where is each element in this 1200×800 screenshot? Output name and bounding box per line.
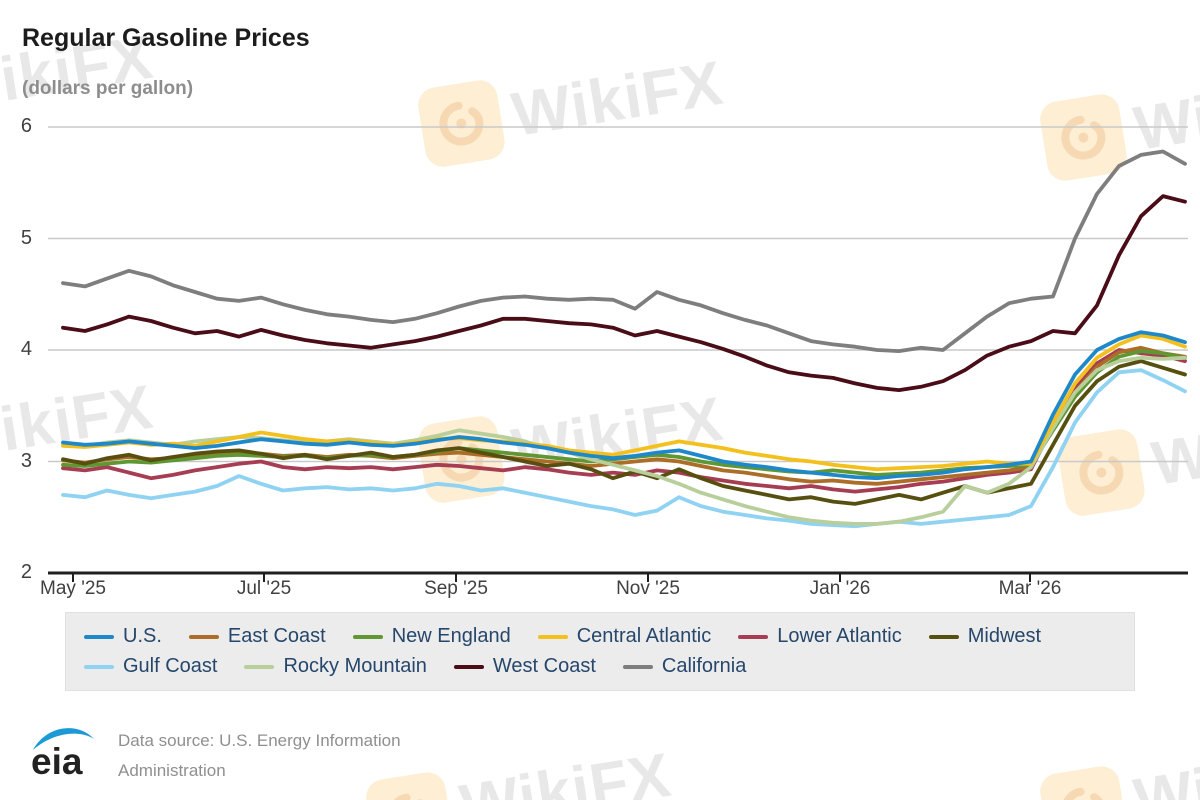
chart-title: Regular Gasoline Prices: [22, 24, 310, 52]
y-tick-label-6: 6: [20, 115, 32, 137]
y-tick-label-3: 3: [20, 449, 32, 472]
x-tick-label-jan-26: Jan '26: [809, 578, 871, 599]
legend-item-west-coast: West Coast: [453, 655, 596, 678]
chart-subtitle: (dollars per gallon): [22, 78, 194, 99]
legend-item-u-s: U.S.: [84, 625, 162, 648]
legend-label-gulf-coast: Gulf Coast: [123, 655, 218, 677]
footer: eia Data source: U.S. Energy Information…: [30, 722, 401, 786]
x-tick-label-jul-25: Jul '25: [236, 578, 292, 599]
y-tick-label-2: 2: [20, 561, 32, 583]
legend-swatch-rocky-mountain: [244, 664, 275, 669]
eia-logo-text: eia: [31, 741, 83, 780]
y-tick-label-5: 5: [20, 226, 32, 249]
series-california: [61, 149, 1187, 354]
data-source-line2: Administration: [118, 761, 226, 780]
legend-swatch-midwest: [928, 634, 959, 639]
x-tick-label-mar-26: Mar '26: [998, 578, 1062, 599]
legend-item-rocky-mountain: Rocky Mountain: [244, 655, 427, 678]
legend-label-u-s: U.S.: [123, 625, 162, 647]
legend-item-california: California: [622, 655, 747, 678]
data-source-line1: Data source: U.S. Energy Information: [118, 731, 401, 750]
legend-swatch-central-atlantic: [537, 634, 568, 639]
legend-swatch-gulf-coast: [84, 664, 114, 669]
legend-item-gulf-coast: Gulf Coast: [84, 655, 217, 678]
legend-label-lower-atlantic: Lower Atlantic: [777, 625, 902, 647]
legend-label-new-england: New England: [391, 625, 511, 647]
eia-logo: eia: [31, 728, 94, 780]
legend-swatch-new-england: [352, 634, 383, 639]
legend-swatch-u-s: [84, 634, 114, 639]
x-tick-label-may-25: May '25: [40, 578, 106, 599]
legend-item-central-atlantic: Central Atlantic: [537, 625, 712, 648]
legend: U.S. East Coast New England Central Atlanti…: [65, 612, 1135, 691]
series-west-coast: [61, 194, 1187, 393]
legend-swatch-california: [622, 664, 653, 669]
series-gulf-coast: [61, 368, 1187, 529]
legend-item-midwest: Midwest: [928, 625, 1042, 648]
data-source-note: Data source: U.S. Energy Information Adm…: [118, 722, 401, 786]
legend-item-lower-atlantic: Lower Atlantic: [738, 625, 902, 648]
legend-label-east-coast: East Coast: [227, 625, 326, 647]
legend-swatch-lower-atlantic: [738, 634, 769, 639]
series-rocky-mountain: [61, 355, 1187, 526]
x-tick-label-sep-25: Sep '25: [424, 578, 488, 599]
legend-swatch-west-coast: [453, 664, 484, 669]
y-tick-label-4: 4: [20, 338, 32, 360]
legend-label-west-coast: West Coast: [492, 655, 596, 677]
legend-item-east-coast: East Coast: [188, 625, 326, 648]
series-midwest: [61, 359, 1187, 506]
legend-swatch-east-coast: [188, 634, 219, 639]
series-u-s: [61, 330, 1187, 481]
legend-label-midwest: Midwest: [967, 625, 1042, 647]
legend-label-rocky-mountain: Rocky Mountain: [283, 655, 427, 677]
series-central-atlantic: [61, 333, 1187, 472]
legend-label-central-atlantic: Central Atlantic: [576, 625, 712, 647]
x-tick-label-nov-25: Nov '25: [616, 578, 680, 599]
legend-label-california: California: [661, 655, 747, 677]
legend-item-new-england: New England: [352, 625, 511, 648]
